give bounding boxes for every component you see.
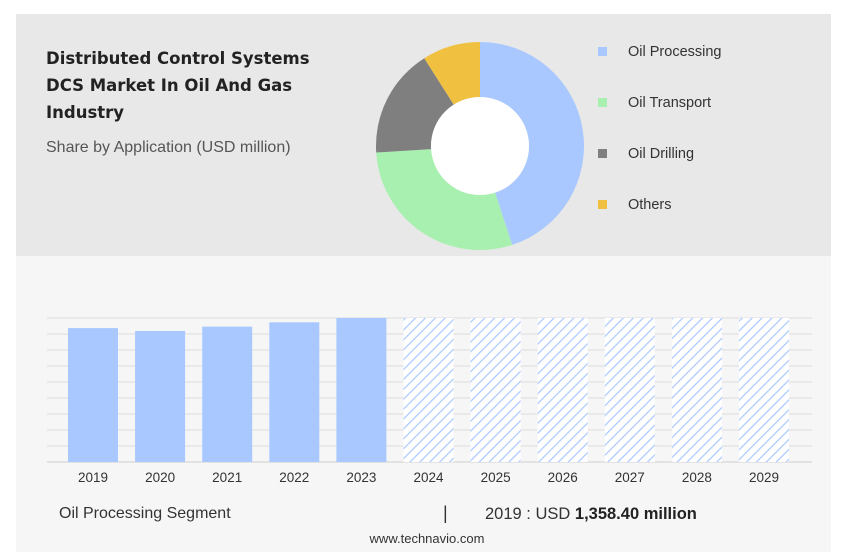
legend-swatch	[598, 200, 607, 209]
segment-value: 2019 : USD 1,358.40 million	[485, 505, 697, 524]
source-credit: www.technavio.com	[369, 531, 485, 546]
bar	[336, 318, 387, 462]
x-tick-label: 2021	[212, 470, 242, 485]
donut-slice-others	[424, 42, 480, 105]
bar	[68, 328, 118, 462]
legend-swatch	[598, 47, 607, 56]
forecast-bar	[739, 318, 789, 462]
chart-title: Distributed Control Systems DCS Market I…	[46, 45, 366, 126]
legend-item: Oil Drilling	[598, 128, 721, 179]
x-tick-label: 2024	[413, 470, 444, 485]
forecast-bar	[403, 318, 454, 462]
donut-slice-oil-transport	[376, 149, 513, 250]
x-tick-label: 2028	[682, 470, 712, 485]
legend-item: Oil Processing	[598, 26, 721, 77]
x-tick-label: 2026	[548, 470, 578, 485]
x-tick-label: 2023	[346, 470, 376, 485]
chart-subtitle: Share by Application (USD million)	[46, 139, 291, 156]
x-tick-label: 2022	[279, 470, 309, 485]
donut-chart	[376, 42, 584, 250]
legend-label: Oil Processing	[628, 43, 722, 60]
chart-title-line: DCS Market In Oil And Gas	[46, 76, 293, 95]
x-tick-label: 2029	[749, 470, 779, 485]
footer-separator: |	[443, 503, 448, 523]
x-tick-label: 2020	[145, 470, 175, 485]
donut-slice-oil-processing	[480, 42, 584, 245]
legend-swatch	[598, 98, 607, 107]
x-tick-label: 2027	[615, 470, 645, 485]
forecast-bar	[470, 318, 521, 462]
legend-label: Others	[628, 196, 672, 213]
chart-title-line: Distributed Control Systems	[46, 49, 310, 68]
legend-label: Oil Drilling	[628, 145, 695, 162]
donut-hole	[431, 97, 529, 195]
donut-legend: Oil Processing Oil Transport Oil Drilling O…	[598, 26, 721, 230]
segment-label: Oil Processing Segment	[59, 505, 231, 522]
bar	[135, 330, 186, 462]
bar	[269, 322, 320, 462]
donut-slice-oil-drilling	[376, 58, 454, 153]
forecast-bar	[671, 318, 722, 462]
segment-amount: 1,358.40 million	[574, 505, 697, 523]
forecast-bar	[537, 318, 588, 462]
segment-year-label: 2019 : USD	[485, 505, 575, 523]
forecast-bar	[604, 318, 655, 462]
x-tick-label: 2019	[78, 470, 108, 485]
legend-label: Oil Transport	[628, 94, 711, 111]
legend-item: Oil Transport	[598, 77, 721, 128]
legend-swatch	[598, 149, 607, 158]
chart-title-line: Industry	[46, 103, 125, 122]
x-tick-label: 2025	[481, 470, 511, 485]
legend-item: Others	[598, 179, 721, 230]
bar	[202, 326, 253, 462]
